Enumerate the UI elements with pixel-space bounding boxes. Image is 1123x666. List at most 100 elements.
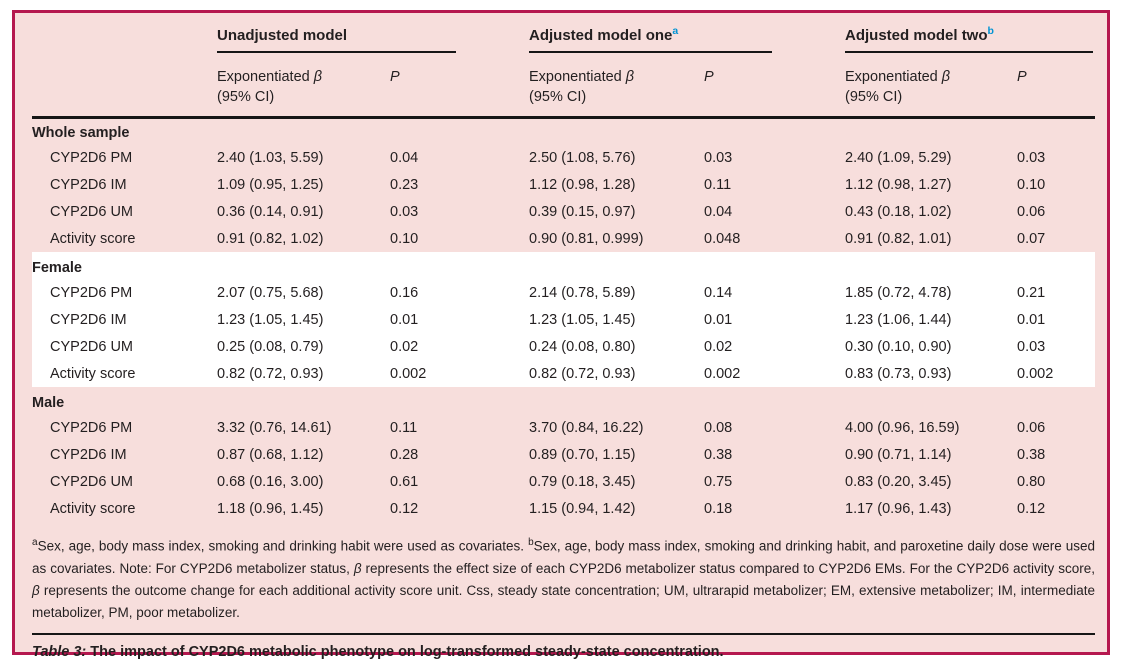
caption-text: The impact of CYP2D6 metabolic phenotype… <box>86 643 724 660</box>
table-row: Activity score 0.82 (0.72, 0.93) 0.002 0.82… <box>32 360 1096 387</box>
exp-beta-ci-cell: 2.14 (0.78, 5.89) <box>529 279 705 306</box>
p-value-cell: 0.03 <box>1017 149 1046 166</box>
row-label: CYP2D6 IM <box>50 176 127 193</box>
p-value-cell: 0.21 <box>1017 279 1096 306</box>
exp-beta-ci-cell: 0.43 (0.18, 1.02) <box>845 203 952 220</box>
p-value-cell: 0.06 <box>1017 419 1046 436</box>
footnote-text: Sex, age, body mass index, smoking and d… <box>37 538 529 554</box>
model-name: Adjusted model two <box>845 27 988 44</box>
exp-word: Exponentiated <box>217 69 310 85</box>
footnote: aSex, age, body mass index, smoking and … <box>32 532 1095 624</box>
section-header: Male <box>32 394 65 411</box>
beta-symbol: β <box>625 69 635 85</box>
beta-symbol: β <box>941 69 951 85</box>
caption-label: Table 3: <box>32 643 87 660</box>
row-label: CYP2D6 UM <box>32 333 217 360</box>
exp-beta-ci-cell: 1.23 (1.06, 1.44) <box>845 306 1018 333</box>
exp-beta-header: Exponentiated β (95% CI) <box>845 61 1018 119</box>
exp-beta-ci-cell: 0.68 (0.16, 3.00) <box>217 473 324 490</box>
table-row: Activity score 1.18 (0.96, 1.45) 0.12 1.15 … <box>32 495 1095 522</box>
p-value-cell: 0.28 <box>390 446 419 463</box>
p-value-cell: 0.04 <box>390 149 419 166</box>
exp-beta-ci-cell: 2.40 (1.03, 5.59) <box>217 149 324 166</box>
p-value-cell: 0.18 <box>704 500 733 517</box>
exp-beta-ci-cell: 1.09 (0.95, 1.25) <box>217 176 324 193</box>
table-row: CYP2D6 UM 0.68 (0.16, 3.00) 0.61 0.79 (0.18… <box>32 468 1095 495</box>
footnote-marker-a: a <box>672 25 679 37</box>
p-value-cell: 0.08 <box>704 419 733 436</box>
corner-cell <box>32 21 217 61</box>
model-header-unadjusted: Unadjusted model <box>217 21 529 61</box>
section-header-row: Male <box>32 387 1095 414</box>
p-header: P <box>1017 61 1096 119</box>
table-row: CYP2D6 UM 0.36 (0.14, 0.91) 0.03 0.39 (0.15… <box>32 198 1095 225</box>
table-row: CYP2D6 PM 3.32 (0.76, 14.61) 0.11 3.70 (0.8… <box>32 414 1095 441</box>
section-header: Whole sample <box>32 125 130 142</box>
exp-beta-ci-cell: 1.85 (0.72, 4.78) <box>845 279 1018 306</box>
footnote-sup-b: b <box>528 537 534 548</box>
exp-beta-ci-cell: 0.91 (0.82, 1.01) <box>845 230 952 247</box>
row-label: CYP2D6 IM <box>50 446 127 463</box>
row-label: Activity score <box>32 360 217 387</box>
beta-symbol: β <box>313 69 323 85</box>
footnote-sup-a: a <box>32 537 38 548</box>
table-row: CYP2D6 IM 1.23 (1.05, 1.45) 0.01 1.23 (1.05… <box>32 306 1096 333</box>
table-caption: Table 3: The impact of CYP2D6 metabolic … <box>32 632 1095 660</box>
exp-beta-ci-cell: 0.82 (0.72, 0.93) <box>217 360 390 387</box>
p-value-cell: 0.10 <box>1017 176 1046 193</box>
table-row: CYP2D6 PM 2.07 (0.75, 5.68) 0.16 2.14 (0.78… <box>32 279 1096 306</box>
exp-beta-ci-cell: 0.36 (0.14, 0.91) <box>217 203 324 220</box>
exp-beta-ci-cell: 0.91 (0.82, 1.02) <box>217 230 324 247</box>
exp-beta-ci-cell: 0.39 (0.15, 0.97) <box>529 203 636 220</box>
p-value-cell: 0.11 <box>390 419 418 436</box>
exp-word: Exponentiated <box>529 69 622 85</box>
p-value-cell: 0.03 <box>1017 333 1096 360</box>
p-value-cell: 0.002 <box>704 360 846 387</box>
ci-label: (95% CI) <box>845 89 903 105</box>
row-label: CYP2D6 UM <box>50 203 133 220</box>
p-value-cell: 0.38 <box>704 446 733 463</box>
exp-beta-ci-cell: 4.00 (0.96, 16.59) <box>845 419 960 436</box>
p-header: P <box>704 61 846 119</box>
footnote-text: represents the effect size of each CYP2D… <box>361 560 1096 576</box>
p-label: P <box>1017 69 1027 85</box>
section-header-row: Female <box>32 252 1096 279</box>
exp-beta-ci-cell: 0.83 (0.73, 0.93) <box>845 360 1018 387</box>
row-label: CYP2D6 PM <box>32 279 217 306</box>
p-value-cell: 0.03 <box>704 149 733 166</box>
section-header-row: Whole sample <box>32 117 1095 144</box>
exp-beta-ci-cell: 2.40 (1.09, 5.29) <box>845 149 952 166</box>
p-value-cell: 0.12 <box>390 500 419 517</box>
exp-beta-ci-cell: 0.89 (0.70, 1.15) <box>529 446 636 463</box>
exp-beta-ci-cell: 2.07 (0.75, 5.68) <box>217 279 390 306</box>
p-value-cell: 0.14 <box>704 279 846 306</box>
row-label: CYP2D6 PM <box>50 149 133 166</box>
exp-beta-header: Exponentiated β (95% CI) <box>529 61 705 119</box>
p-header: P <box>390 61 530 119</box>
exp-beta-ci-cell: 0.87 (0.68, 1.12) <box>217 446 324 463</box>
exp-beta-ci-cell: 0.82 (0.72, 0.93) <box>529 360 705 387</box>
exp-beta-ci-cell: 1.17 (0.96, 1.43) <box>845 500 952 517</box>
exp-beta-ci-cell: 1.18 (0.96, 1.45) <box>217 500 324 517</box>
model-header-row: Unadjusted model Adjusted model onea Adj… <box>32 21 1095 61</box>
p-value-cell: 0.80 <box>1017 473 1046 490</box>
exp-beta-ci-cell: 0.79 (0.18, 3.45) <box>529 473 636 490</box>
exp-beta-ci-cell: 1.12 (0.98, 1.28) <box>529 176 636 193</box>
table-row: CYP2D6 UM 0.25 (0.08, 0.79) 0.02 0.24 (0.08… <box>32 333 1096 360</box>
p-value-cell: 0.002 <box>1017 360 1096 387</box>
p-value-cell: 0.01 <box>1017 306 1096 333</box>
p-value-cell: 0.12 <box>1017 500 1046 517</box>
model-header-adjusted-two: Adjusted model twob <box>845 21 1095 61</box>
table-row: Activity score 0.91 (0.82, 1.02) 0.10 0.90 … <box>32 225 1095 252</box>
p-value-cell: 0.002 <box>390 360 530 387</box>
model-name: Unadjusted model <box>217 27 348 44</box>
row-label: CYP2D6 IM <box>32 306 217 333</box>
p-value-cell: 0.75 <box>704 473 733 490</box>
p-value-cell: 0.07 <box>1017 230 1046 247</box>
p-value-cell: 0.61 <box>390 473 419 490</box>
model-name: Adjusted model one <box>529 27 673 44</box>
exp-beta-ci-cell: 1.23 (1.05, 1.45) <box>217 306 390 333</box>
p-label: P <box>704 69 714 85</box>
exp-beta-ci-cell: 0.30 (0.10, 0.90) <box>845 333 1018 360</box>
exp-beta-ci-cell: 0.83 (0.20, 3.45) <box>845 473 952 490</box>
